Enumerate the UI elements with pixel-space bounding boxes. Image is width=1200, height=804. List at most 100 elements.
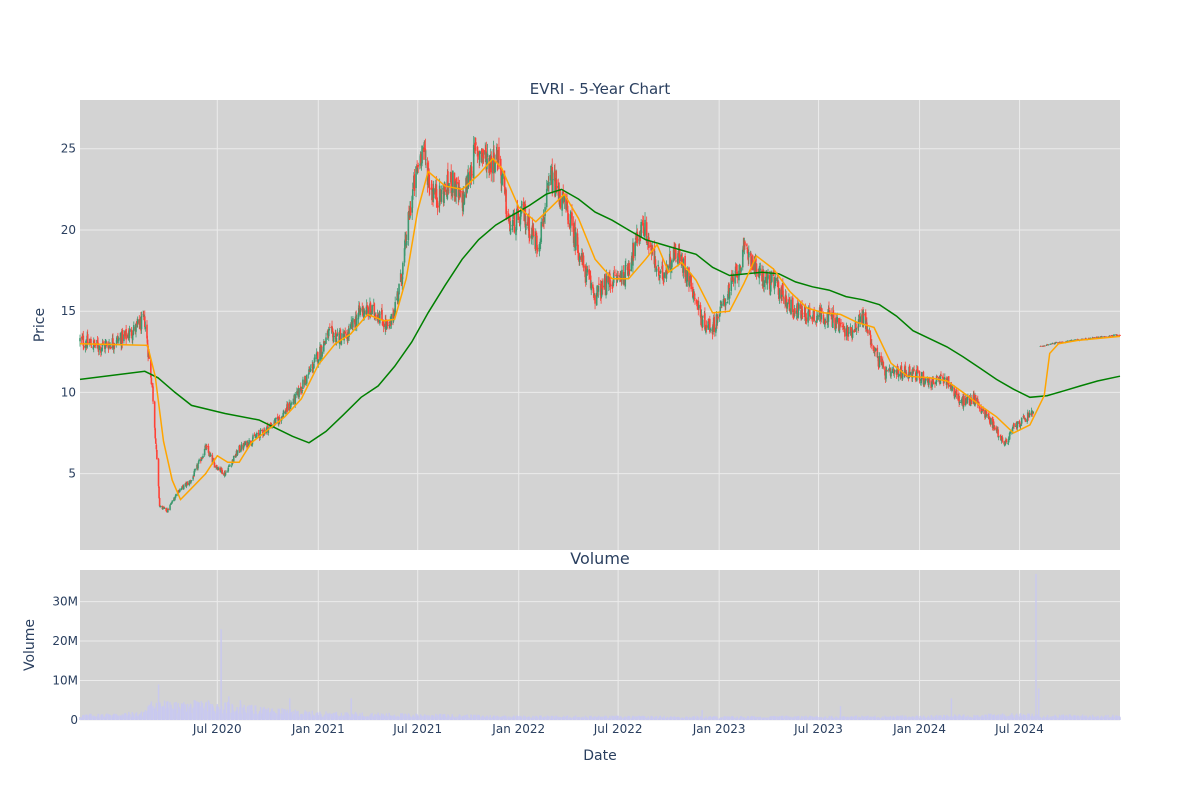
candle-body bbox=[538, 245, 541, 249]
candle-body bbox=[516, 205, 519, 209]
volume-bar bbox=[821, 717, 823, 720]
candle-body bbox=[536, 235, 538, 250]
volume-bar bbox=[513, 716, 516, 720]
candle-body bbox=[976, 399, 979, 405]
candle-body bbox=[313, 357, 316, 363]
volume-bar bbox=[144, 710, 147, 720]
candle-body bbox=[686, 267, 689, 282]
candle-body bbox=[740, 267, 742, 272]
candle-body bbox=[908, 366, 911, 376]
x-tick: Jan 2021 bbox=[291, 722, 345, 736]
candle-body bbox=[580, 255, 583, 260]
candle-body bbox=[472, 144, 475, 179]
candle-body bbox=[344, 331, 347, 334]
volume-bar bbox=[846, 716, 849, 720]
candle-body bbox=[317, 359, 320, 365]
candle-body bbox=[657, 267, 660, 276]
candle-body bbox=[853, 329, 856, 333]
volume-bar bbox=[605, 716, 608, 720]
candle-body bbox=[657, 264, 660, 267]
volume-bar bbox=[655, 716, 658, 720]
volume-bar bbox=[220, 629, 222, 720]
candle-body bbox=[712, 325, 714, 333]
candle-body bbox=[243, 442, 245, 447]
candle-body bbox=[226, 471, 229, 473]
volume-bar bbox=[884, 715, 886, 720]
candle-body bbox=[227, 467, 230, 472]
candle-body bbox=[897, 374, 900, 378]
candle-body bbox=[453, 172, 456, 196]
candle-body bbox=[484, 149, 487, 155]
candle-body bbox=[256, 433, 258, 437]
volume-bar bbox=[617, 715, 619, 720]
volume-bar bbox=[1074, 715, 1077, 720]
candle-body bbox=[750, 263, 753, 265]
candle-body bbox=[715, 327, 717, 333]
candle-body bbox=[601, 285, 604, 290]
candle-body bbox=[288, 403, 291, 410]
candle-body bbox=[471, 174, 473, 176]
candle-body bbox=[766, 276, 769, 284]
volume-bar bbox=[1070, 716, 1073, 720]
candle-body bbox=[584, 265, 586, 278]
candle-body bbox=[918, 371, 921, 380]
volume-bar bbox=[1069, 714, 1071, 720]
candle-body bbox=[950, 384, 953, 388]
candle-body bbox=[820, 309, 823, 320]
candle-body bbox=[127, 332, 130, 339]
candle-body bbox=[765, 276, 767, 283]
candle-body bbox=[840, 322, 842, 324]
candle-body bbox=[789, 308, 791, 310]
candle-body bbox=[842, 326, 845, 328]
candle-body bbox=[1053, 343, 1055, 345]
candle-body bbox=[593, 294, 596, 296]
volume-bar bbox=[244, 711, 246, 720]
candle-body bbox=[565, 202, 568, 210]
candle-body bbox=[659, 270, 662, 274]
volume-bar bbox=[990, 713, 992, 720]
candle-body bbox=[598, 283, 600, 285]
candle-body bbox=[704, 313, 706, 330]
candle-body bbox=[366, 306, 368, 308]
volume-bar bbox=[169, 702, 171, 720]
candle-body bbox=[927, 379, 929, 381]
candle-body bbox=[198, 459, 200, 462]
candle-body bbox=[151, 382, 153, 385]
candle-body bbox=[1097, 336, 1100, 338]
candle-body bbox=[586, 266, 588, 271]
candle-body bbox=[547, 185, 550, 189]
candle-body bbox=[809, 316, 812, 318]
volume-bar bbox=[602, 716, 604, 720]
candle-body bbox=[771, 273, 773, 282]
candle-body bbox=[396, 298, 398, 300]
candle-body bbox=[477, 151, 480, 155]
candle-body bbox=[566, 199, 568, 205]
volume-bar bbox=[582, 718, 585, 720]
candle-body bbox=[220, 467, 223, 471]
candle-body bbox=[855, 328, 858, 330]
volume-bar bbox=[107, 713, 110, 720]
candle-body bbox=[1096, 337, 1099, 338]
volume-bar bbox=[517, 716, 519, 720]
candle-body bbox=[651, 248, 654, 250]
candle-body bbox=[797, 303, 800, 311]
candle-body bbox=[192, 476, 195, 477]
candle-body bbox=[386, 321, 389, 326]
volume-bar bbox=[233, 711, 235, 720]
volume-y-tick: 30M bbox=[52, 595, 78, 609]
candle-body bbox=[1055, 342, 1058, 344]
candle-body bbox=[336, 333, 339, 335]
volume-bar bbox=[744, 718, 746, 720]
candle-body bbox=[688, 267, 690, 286]
candle-body bbox=[648, 237, 650, 249]
candle-body bbox=[211, 455, 214, 463]
candle-body bbox=[101, 347, 103, 350]
candle-body bbox=[325, 337, 327, 344]
volume-bar bbox=[463, 715, 466, 720]
candle-body bbox=[594, 295, 596, 304]
volume-bar bbox=[748, 717, 750, 720]
candle-body bbox=[828, 310, 831, 314]
candle-body bbox=[811, 317, 814, 320]
candle-body bbox=[769, 272, 772, 292]
